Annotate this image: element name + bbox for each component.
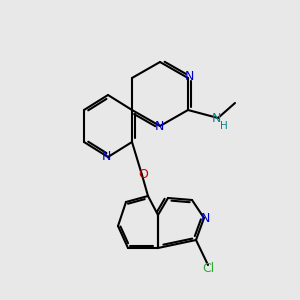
Text: N: N [200, 212, 210, 224]
Text: Cl: Cl [202, 262, 214, 275]
Text: N: N [184, 70, 194, 83]
Text: O: O [138, 169, 148, 182]
Text: N: N [211, 112, 221, 124]
Text: N: N [101, 151, 111, 164]
Text: H: H [220, 121, 228, 131]
Text: N: N [154, 121, 164, 134]
